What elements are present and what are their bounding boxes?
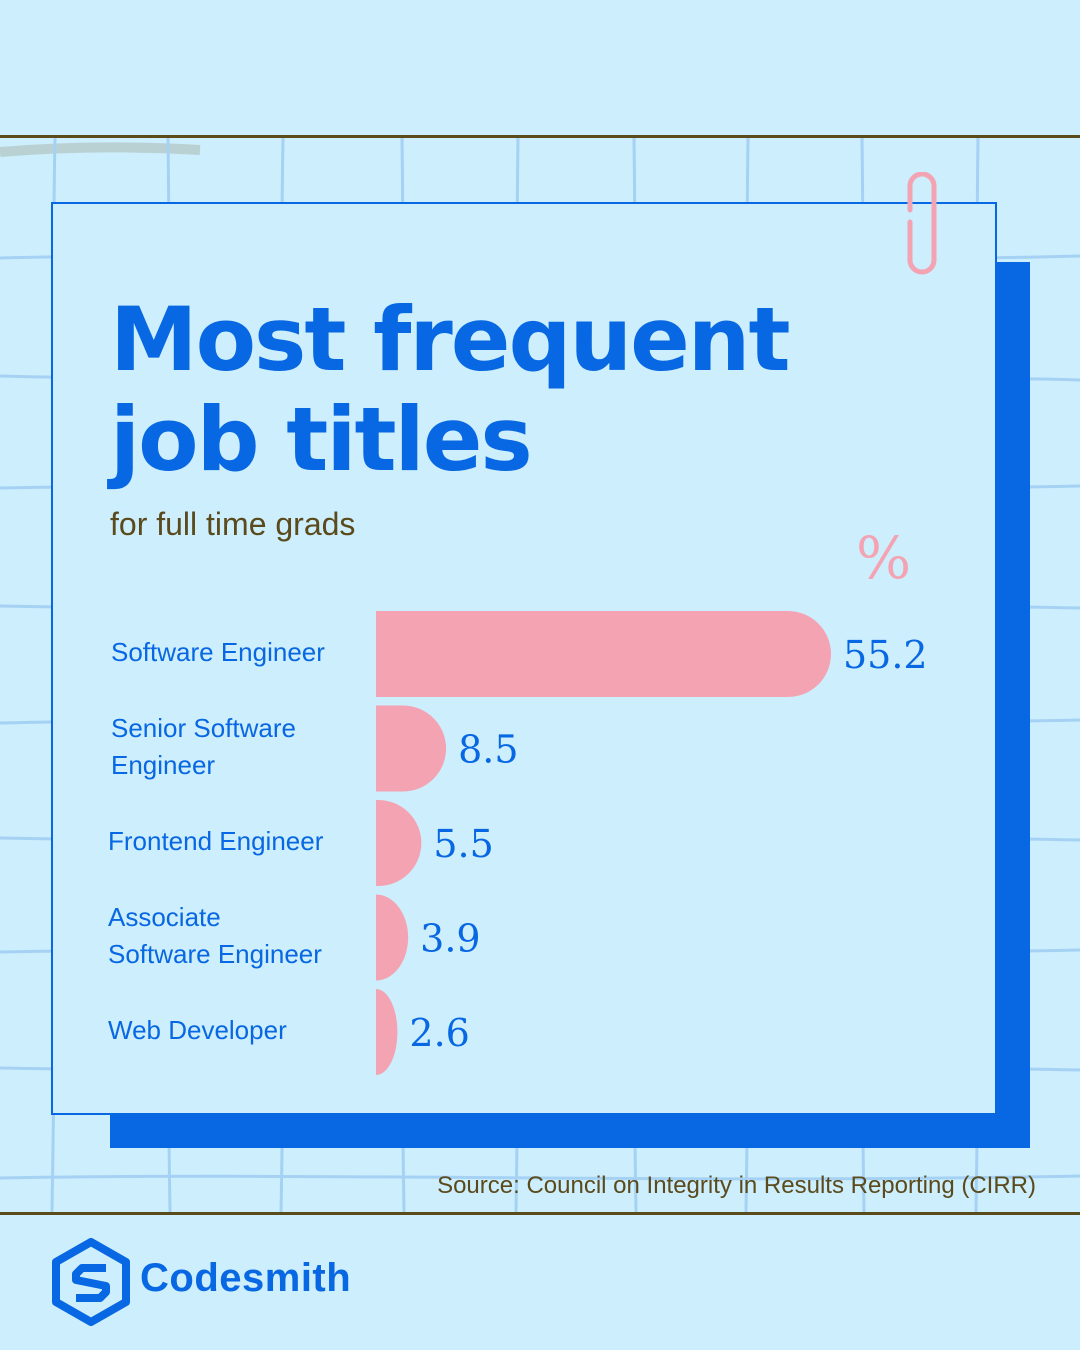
- top-band: [0, 0, 1080, 135]
- codesmith-logo-icon: [52, 1238, 130, 1326]
- top-divider: [0, 135, 1080, 138]
- bottom-band: [0, 1215, 1080, 1350]
- category-label-line: Senior Software: [111, 712, 296, 743]
- title-line-1: Most frequent: [110, 288, 791, 391]
- value-label-1: 55.2: [843, 633, 928, 677]
- category-label-1: Software Engineer: [111, 634, 361, 671]
- chart-subtitle: for full time grads: [110, 506, 356, 542]
- value-label-4: 3.9: [420, 917, 480, 961]
- bottom-divider: [0, 1212, 1080, 1215]
- value-label-2: 8.5: [458, 728, 518, 772]
- title-line-2: job titles: [110, 388, 533, 491]
- bar-2: [376, 705, 447, 792]
- unit-label: %: [856, 524, 912, 592]
- source-note: Source: Council on Integrity in Results …: [437, 1172, 1036, 1199]
- value-label-5: 2.6: [409, 1011, 469, 1055]
- category-label-line: Web Developer: [108, 1014, 287, 1045]
- category-label-line: Associate: [108, 901, 221, 932]
- category-label-line: Software Engineer: [111, 636, 325, 667]
- category-label-line: Software Engineer: [108, 938, 322, 969]
- category-label-3: Frontend Engineer: [108, 823, 358, 860]
- category-label-5: Web Developer: [108, 1012, 358, 1049]
- category-label-line: Frontend Engineer: [108, 825, 324, 856]
- chart-title: Most frequent job titles: [110, 288, 791, 491]
- paperclip-icon: [907, 172, 937, 275]
- category-label-line: Engineer: [111, 749, 216, 780]
- category-label-4: Associate Software Engineer: [108, 899, 358, 973]
- category-label-2: Senior Software Engineer: [111, 710, 361, 784]
- bar-1: [376, 611, 831, 697]
- bar-3: [376, 800, 422, 886]
- bar-4: [376, 894, 409, 981]
- brand-name: Codesmith: [140, 1256, 352, 1300]
- value-label-3: 5.5: [433, 822, 493, 866]
- bar-5: [376, 989, 398, 1075]
